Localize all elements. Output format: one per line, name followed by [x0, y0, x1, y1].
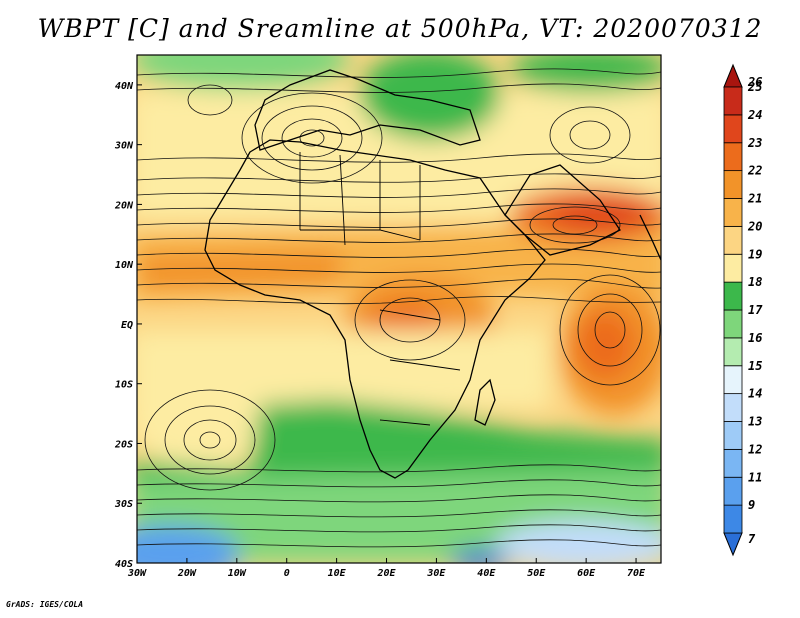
colorbar-label: 16 [748, 331, 762, 345]
colorbar-label: 9 [748, 498, 755, 512]
map-title: WBPT [C] and Sreamline at 500hPa, VT: 20… [37, 14, 763, 43]
colorbar-label: 13 [748, 415, 762, 429]
colorbar-label: 18 [748, 275, 762, 289]
colorbar-label: 7 [748, 532, 756, 546]
lat-tick-label: 20N [114, 200, 134, 211]
colorbar-label: 24 [747, 108, 762, 122]
colorbar-swatch [723, 86, 743, 116]
colorbar-label: 19 [748, 247, 762, 261]
colorbar-label: 25 [747, 80, 762, 94]
colorbar-top-arrow [723, 63, 743, 88]
colorbar-swatch [723, 365, 743, 395]
colorbar-label: 26 [747, 75, 762, 89]
colorbar-swatch [723, 421, 743, 450]
grads-credit: GrADS: IGES/COLA [6, 600, 84, 609]
lon-tick-label: 10E [328, 568, 347, 579]
streamlines [137, 68, 661, 548]
colorbar-label: 15 [748, 359, 762, 373]
lat-tick-label: 40N [115, 81, 134, 92]
lon-tick-label: 50E [527, 568, 546, 579]
colorbar-swatch [723, 198, 743, 227]
lat-tick-label: 10S [115, 380, 133, 391]
plot-frame [136, 54, 662, 564]
colorbar-label: 14 [748, 387, 762, 401]
colorbar-label: 11 [748, 470, 762, 484]
lon-tick-label: 40E [477, 568, 496, 579]
lon-tick-label: 0 [284, 568, 290, 579]
lat-tick-label: 40S [115, 559, 133, 570]
lon-tick-label: 70E [627, 568, 646, 579]
lon-tick-label: 30W [127, 568, 147, 579]
colorbar-swatch [723, 448, 743, 478]
colorbar-swatch [723, 142, 743, 172]
colorbar-label: 22 [747, 164, 762, 178]
lat-tick-label: 30N [114, 141, 134, 152]
lon-tick-label: 20W [177, 568, 197, 579]
colorbar-swatch [723, 476, 743, 506]
colorbar-label: 20 [747, 219, 762, 233]
lat-tick-label: 10N [115, 260, 134, 271]
colorbar-swatch [723, 281, 743, 311]
colorbar-swatch [723, 337, 743, 367]
colorbar-swatch [723, 393, 743, 422]
latitude-axis: 40N 30N 20N 10N EQ 10S 20S 30S 40S [114, 81, 142, 570]
lat-tick-label: 30S [114, 499, 133, 510]
colorbar-swatch [723, 225, 743, 255]
colorbar-swatch [723, 309, 743, 339]
longitude-axis: 30W 20W 10W 0 10E 20E 30E 40E 50E 60E 70E [127, 558, 646, 579]
lon-tick-label: 10W [228, 568, 247, 579]
lon-tick-label: 20E [376, 568, 396, 579]
colorbar-swatch [723, 253, 743, 283]
lat-tick-label: 20S [114, 439, 133, 450]
colorbar-swatch [723, 504, 743, 534]
lon-tick-label: 60E [577, 568, 596, 579]
colorbar-label: 17 [748, 303, 763, 317]
colorbar-swatch [723, 170, 743, 199]
lat-tick-label: EQ [121, 320, 133, 331]
lon-tick-label: 30E [426, 568, 446, 579]
coastlines [204, 69, 661, 479]
colorbar-label: 21 [747, 192, 762, 206]
colorbar-swatch [723, 114, 743, 144]
colorbar-bottom-arrow [723, 532, 743, 557]
colorbar-label: 23 [747, 136, 762, 150]
colorbar-label: 12 [748, 442, 762, 456]
